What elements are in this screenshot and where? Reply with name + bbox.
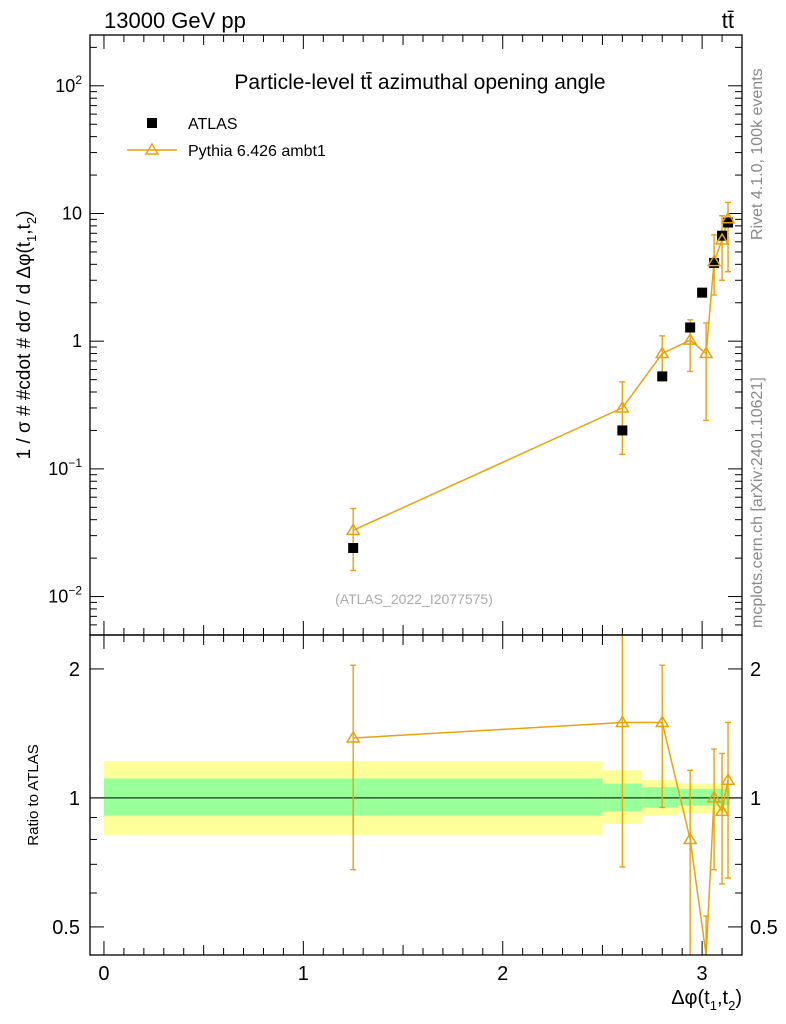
legend: ATLAS Pythia 6.426 ambt1 bbox=[127, 116, 326, 160]
pythia-point bbox=[720, 211, 736, 224]
ratio-y-tick-label-right: 2 bbox=[750, 659, 761, 681]
y-tick-exponent: −2 bbox=[68, 584, 82, 598]
ratio-x-tick-label: 1 bbox=[298, 963, 309, 985]
ratio-x-tick-label: 2 bbox=[497, 963, 508, 985]
ylabel-main: 1 / σ # #cdot # dσ / d Δφ(t bbox=[14, 241, 35, 459]
ratio-pythia-point bbox=[720, 772, 736, 785]
ratio-y-tick-label-right: 1 bbox=[750, 788, 761, 810]
ratio-data-marks bbox=[345, 634, 736, 956]
watermark: (ATLAS_2022_I2077575) bbox=[335, 591, 493, 607]
xlabel-main: Δφ(t bbox=[671, 987, 710, 1009]
xlabel-sub1: 1 bbox=[710, 998, 717, 1013]
xlabel-mid: ,t bbox=[717, 987, 729, 1009]
ylabel-end: ) bbox=[14, 211, 35, 217]
y-tick-base: 10 bbox=[48, 587, 68, 607]
ratio-pythia-point bbox=[345, 730, 361, 743]
ratio-y-tick-label-right: 0.5 bbox=[750, 917, 778, 939]
legend-pythia-label: Pythia 6.426 ambt1 bbox=[188, 143, 326, 160]
y-tick-label: 10−1 bbox=[48, 456, 82, 479]
mcplots-label: mcplots.cern.ch [arXiv:2401.10621] bbox=[749, 377, 766, 628]
y-tick-label: 1 bbox=[72, 331, 82, 351]
ratio-band-inner bbox=[642, 787, 679, 808]
ratio-pythia-line bbox=[353, 721, 729, 956]
pythia-point bbox=[615, 400, 630, 413]
atlas-point bbox=[697, 287, 708, 298]
ratio-pythia-point bbox=[682, 832, 698, 845]
xlabel-end: ) bbox=[735, 987, 742, 1009]
pythia-point bbox=[345, 522, 361, 536]
ylabel-sub1: 1 bbox=[24, 235, 39, 242]
y-tick-exponent: −1 bbox=[68, 456, 82, 470]
main-ylabel: 1 / σ # #cdot # dσ / d Δφ(t1,t2) bbox=[14, 211, 39, 460]
pythia-point bbox=[714, 232, 730, 245]
rivet-label: Rivet 4.1.0, 100k events bbox=[749, 68, 766, 240]
ratio-y-tick-label-left: 2 bbox=[69, 659, 80, 681]
main-data-marks bbox=[345, 201, 736, 572]
ratio-x-tick-label: 3 bbox=[697, 963, 708, 985]
y-tick-base: 1 bbox=[72, 331, 82, 351]
atlas-point bbox=[348, 543, 359, 554]
pythia-point bbox=[698, 346, 714, 359]
energy-label: 13000 GeV pp bbox=[104, 8, 246, 33]
legend-atlas-label: ATLAS bbox=[188, 116, 238, 133]
pythia-point bbox=[706, 254, 722, 267]
pythia-line bbox=[352, 218, 729, 532]
ratio-y-tick-label-left: 1 bbox=[69, 788, 80, 810]
legend-atlas-marker bbox=[147, 118, 157, 128]
process-label: tt̄ bbox=[722, 8, 734, 33]
legend-pythia-marker bbox=[144, 142, 160, 155]
ylabel-sub2: 2 bbox=[24, 217, 39, 224]
y-tick-base: 10 bbox=[62, 203, 82, 223]
y-tick-label: 102 bbox=[55, 73, 82, 96]
ratio-axes: 2 2 1 1 0.5 0.5 0 1 2 3 bbox=[52, 635, 778, 985]
y-tick-label: 10 bbox=[62, 203, 82, 223]
ratio-pythia-point bbox=[706, 790, 722, 803]
y-tick-label: 10−2 bbox=[48, 584, 82, 607]
atlas-point bbox=[617, 425, 628, 436]
ratio-panel: 2 21 10.5 0.50 1 2 3 Ratio to ATLAS Δφ(t1,t2) bbox=[25, 634, 778, 1013]
pythia-point bbox=[654, 346, 670, 359]
y-tick-base: 10 bbox=[55, 76, 75, 96]
y-tick-base: 10 bbox=[48, 459, 68, 479]
chart-title: Particle-level tt̄ azimuthal opening ang… bbox=[234, 71, 605, 94]
atlas-point bbox=[709, 257, 720, 268]
ratio-ylabel: Ratio to ATLAS bbox=[25, 744, 42, 845]
atlas-point bbox=[657, 371, 668, 382]
ratio-pythia-point bbox=[615, 715, 630, 728]
xlabel-sub2: 2 bbox=[728, 998, 735, 1013]
ratio-pythia-point bbox=[714, 803, 730, 817]
y-tick-exponent: 2 bbox=[75, 73, 82, 87]
pythia-point bbox=[682, 332, 698, 345]
ratio-pythia-point bbox=[654, 715, 670, 728]
ratio-xlabel: Δφ(t1,t2) bbox=[671, 987, 742, 1013]
ratio-x-tick-label: 0 bbox=[98, 963, 109, 985]
atlas-point bbox=[717, 230, 728, 241]
ratio-frame bbox=[89, 634, 743, 956]
ylabel-mid: ,t bbox=[14, 223, 35, 234]
ratio-y-tick-label-left: 0.5 bbox=[52, 917, 80, 939]
atlas-point bbox=[685, 322, 696, 333]
